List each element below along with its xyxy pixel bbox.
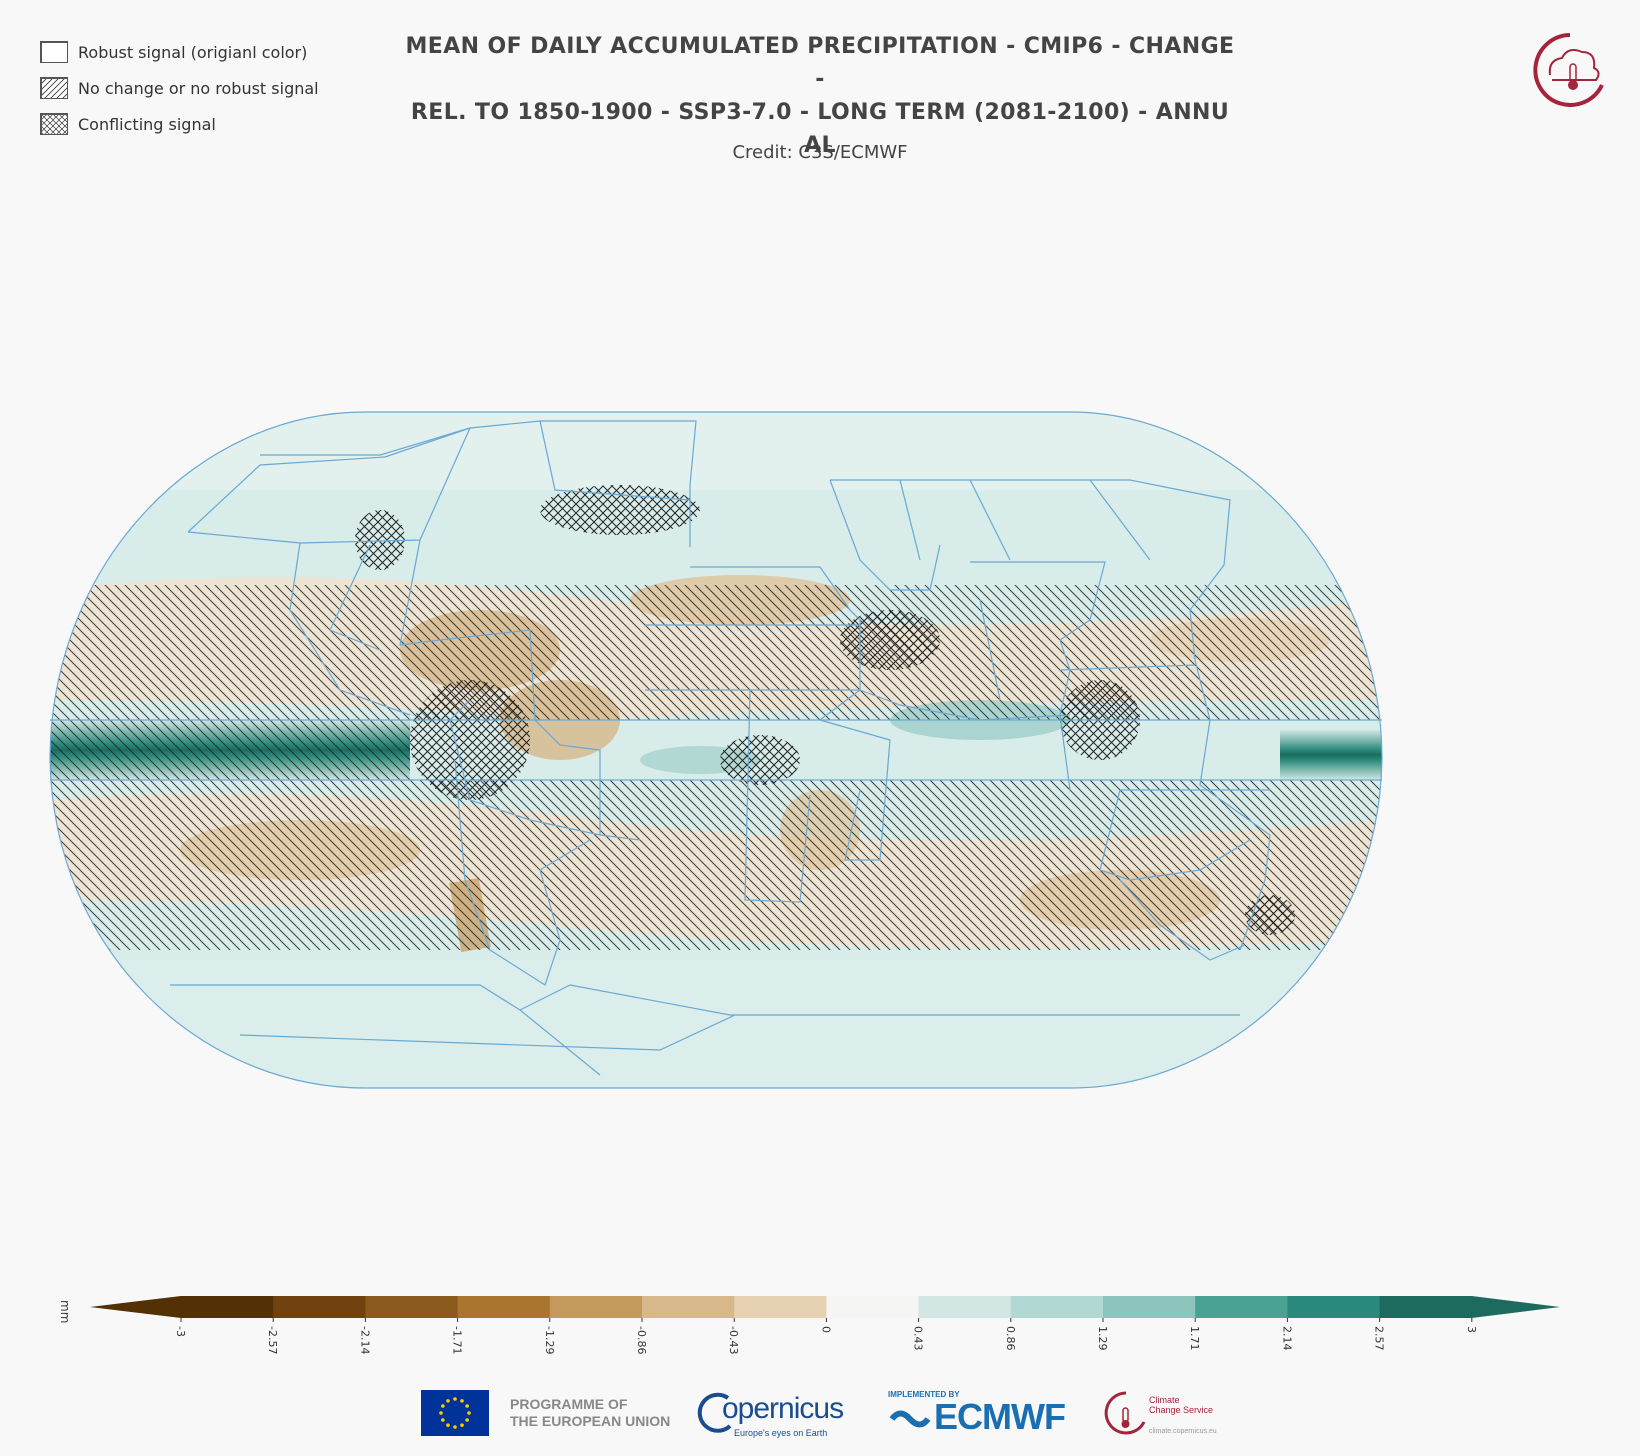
precipitation-map — [49, 411, 1383, 1089]
copernicus-tagline: Europe's eyes on Earth — [734, 1428, 828, 1438]
implemented-by-text: IMPLEMENTED BY — [888, 1390, 960, 1399]
map-title: MEAN OF DAILY ACCUMULATED PRECIPITATION … — [400, 30, 1240, 162]
colorbar-swatch — [734, 1296, 827, 1318]
colorbar-tick-label: -0.86 — [635, 1326, 648, 1354]
legend-label-no-change: No change or no robust signal — [78, 78, 319, 98]
eu-star-icon — [446, 1423, 450, 1427]
legend-conflicting: Conflicting signal — [40, 112, 319, 136]
legend-no-change: No change or no robust signal — [40, 76, 319, 100]
eu-star-icon — [446, 1399, 450, 1403]
colorbar-tick-label: 0.86 — [1004, 1326, 1017, 1351]
ecmwf-word: ECMWF — [934, 1396, 1066, 1437]
eu-star-icon — [453, 1425, 457, 1429]
colorbar-swatch — [549, 1296, 643, 1318]
colorbar-extend-high — [1471, 1296, 1560, 1318]
colorbar-swatch — [642, 1296, 735, 1318]
map-field — [50, 412, 1382, 1088]
region-borders — [49, 411, 1383, 1089]
ccs-cloud-icon — [1104, 1391, 1146, 1435]
ccs-name: Climate Change Service — [1149, 1395, 1229, 1415]
colorbar-swatch — [365, 1296, 459, 1318]
colorbar-tick-label: -1.29 — [543, 1326, 556, 1354]
eu-flag-icon — [421, 1390, 489, 1436]
colorbar-ticks: -3 -2.57 -2.14 -1.71 -1.29 -0.86 -0.43 0 0.43 0.8… — [174, 1318, 1478, 1354]
colorbar-swatch — [1195, 1296, 1288, 1318]
eu-programme-text: PROGRAMME OF THE EUROPEAN UNION — [510, 1396, 670, 1430]
ccs-url: climate.copernicus.eu — [1149, 1428, 1217, 1435]
colorbar-swatch — [1287, 1296, 1381, 1318]
colorbar-tick-label: -0.43 — [727, 1326, 740, 1354]
colorbar-swatch — [1103, 1296, 1196, 1318]
c3s-logo-icon — [1533, 33, 1604, 107]
colorbar-tick-label: -2.57 — [266, 1326, 279, 1354]
ecmwf-symbol-icon — [889, 1410, 931, 1428]
copernicus-word: opernicus — [722, 1392, 844, 1425]
colorbar-swatches — [90, 1296, 1560, 1318]
colorbar-swatch — [826, 1296, 920, 1318]
eu-star-icon — [453, 1397, 457, 1401]
colorbar-unit: mm — [58, 1300, 72, 1324]
colorbar-swatch — [273, 1296, 366, 1318]
colorbar-tick-label: -1.71 — [451, 1326, 464, 1354]
eu-star-icon — [467, 1411, 471, 1415]
hatch-legend: Robust signal (origianl color) No change… — [40, 40, 319, 148]
title-line-3: AL — [804, 133, 836, 158]
colorbar-tick-label: 2.57 — [1373, 1326, 1386, 1351]
legend-label-conflicting: Conflicting signal — [78, 114, 216, 134]
colorbar: -3 -2.57 -2.14 -1.71 -1.29 -0.86 -0.43 0 0.43 0.8… — [90, 1296, 1560, 1354]
eu-star-icon — [460, 1423, 464, 1427]
colorbar-tick-label: 0.43 — [912, 1326, 925, 1351]
eu-star-icon — [441, 1404, 445, 1408]
eu-star-icon — [441, 1418, 445, 1422]
colorbar-tick-label: 3 — [1465, 1326, 1478, 1333]
eu-star-icon — [465, 1404, 469, 1408]
colorbar-tick-label: 2.14 — [1280, 1326, 1293, 1351]
colorbar-tick-label: 1.29 — [1096, 1326, 1109, 1351]
ccs-line-1: Climate — [1149, 1395, 1180, 1405]
legend-robust: Robust signal (origianl color) — [40, 40, 319, 64]
colorbar-swatch — [918, 1296, 1012, 1318]
crosshatch-swatch — [40, 113, 68, 135]
eu-star-icon — [439, 1411, 443, 1415]
title-line-1: MEAN OF DAILY ACCUMULATED PRECIPITATION … — [405, 34, 1235, 92]
colorbar-swatch — [181, 1296, 274, 1318]
footer-logos: PROGRAMME OF THE EUROPEAN UNION opernicu… — [0, 1380, 1640, 1450]
colorbar-tick-label: -2.14 — [358, 1326, 371, 1354]
eu-star-icon — [460, 1399, 464, 1403]
robust-swatch — [40, 41, 68, 63]
colorbar-swatch — [457, 1296, 551, 1318]
ccs-line-2: Change Service — [1149, 1405, 1214, 1415]
colorbar-swatch — [1379, 1296, 1473, 1318]
colorbar-swatch — [1010, 1296, 1104, 1318]
colorbar-tick-label: 1.71 — [1188, 1326, 1201, 1351]
colorbar-tick-label: -3 — [174, 1326, 187, 1337]
colorbar-extend-low — [90, 1296, 181, 1318]
eu-text-line-1: PROGRAMME OF — [510, 1396, 628, 1412]
legend-label-robust: Robust signal (origianl color) — [78, 42, 308, 62]
copernicus-c-icon — [697, 1392, 732, 1433]
eu-star-icon — [465, 1418, 469, 1422]
colorbar-tick-label: 0 — [819, 1326, 832, 1333]
hatch-swatch — [40, 77, 68, 99]
title-line-2: REL. TO 1850-1900 - SSP3-7.0 - LONG TERM… — [410, 100, 1230, 125]
credit-text: Credit: C3S/ECMWF — [732, 142, 908, 163]
eu-text-line-2: THE EUROPEAN UNION — [510, 1413, 671, 1429]
